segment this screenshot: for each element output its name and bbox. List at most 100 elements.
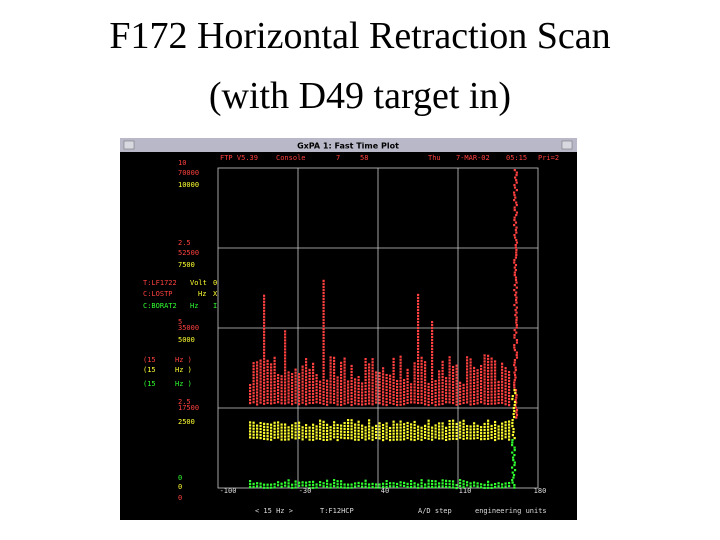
trace-point bbox=[315, 374, 318, 377]
trace-point bbox=[389, 485, 392, 488]
trace-point bbox=[494, 432, 497, 436]
trace-point bbox=[291, 433, 294, 436]
trace-point bbox=[252, 430, 255, 433]
trace-point bbox=[322, 324, 325, 327]
trace-point bbox=[354, 482, 357, 485]
trace-point bbox=[487, 381, 490, 384]
trace-point bbox=[438, 391, 441, 394]
trace-point bbox=[252, 392, 255, 395]
trace-point bbox=[364, 370, 367, 373]
trace-point bbox=[350, 437, 353, 440]
trace-point bbox=[441, 390, 444, 393]
trace-point bbox=[385, 425, 388, 428]
trace-point bbox=[357, 382, 360, 385]
trace-point bbox=[252, 482, 255, 485]
trace-point bbox=[513, 224, 516, 227]
trace-point bbox=[371, 435, 374, 438]
trace-point bbox=[322, 330, 325, 333]
trace-point bbox=[438, 370, 441, 373]
trace-point bbox=[329, 435, 332, 438]
trace-point bbox=[448, 398, 451, 401]
trace-point bbox=[263, 360, 266, 363]
trace-point bbox=[431, 332, 434, 336]
trace-point bbox=[445, 398, 448, 401]
trace-point bbox=[490, 357, 493, 360]
trace-point bbox=[515, 339, 519, 342]
trace-point bbox=[513, 329, 516, 332]
trace-point bbox=[466, 362, 469, 365]
trace-point bbox=[392, 435, 395, 438]
y-label: 35000 bbox=[178, 324, 199, 332]
trace-point bbox=[315, 437, 318, 440]
trace-point bbox=[424, 376, 427, 379]
trace-point bbox=[494, 375, 497, 378]
trace-point bbox=[336, 486, 339, 489]
window-menu-button[interactable] bbox=[123, 140, 135, 150]
trace-point bbox=[371, 370, 374, 373]
trace-point bbox=[354, 438, 357, 441]
trace-point bbox=[326, 403, 329, 406]
trace-point bbox=[455, 364, 458, 367]
trace-point bbox=[476, 381, 479, 384]
trace-point bbox=[455, 400, 458, 403]
trace-point bbox=[308, 392, 311, 396]
trace-point bbox=[399, 391, 402, 394]
trace-point bbox=[392, 363, 395, 367]
trace-point bbox=[424, 364, 427, 367]
trace-point bbox=[462, 486, 465, 489]
trace-point bbox=[438, 422, 441, 425]
trace-point bbox=[364, 394, 367, 397]
trace-point bbox=[445, 479, 448, 482]
trace-point bbox=[343, 375, 346, 378]
trace-point bbox=[513, 384, 516, 387]
trace-point bbox=[490, 427, 493, 431]
trace-point bbox=[427, 403, 430, 407]
trace-point bbox=[494, 363, 497, 366]
trace-point bbox=[301, 438, 304, 441]
trace-point bbox=[340, 379, 343, 382]
trace-point bbox=[483, 366, 486, 369]
trace-point bbox=[256, 403, 259, 406]
trace-point bbox=[291, 379, 294, 382]
trace-point bbox=[483, 357, 486, 360]
trace-point bbox=[287, 482, 290, 485]
trace-point bbox=[469, 403, 472, 406]
trace-point bbox=[294, 392, 297, 395]
trace-point bbox=[455, 370, 458, 373]
trace-point bbox=[455, 394, 458, 397]
trace-point bbox=[371, 382, 374, 385]
footer-text: A/D step bbox=[418, 507, 452, 515]
trace-point bbox=[368, 387, 371, 390]
trace-point bbox=[350, 364, 353, 368]
trace-point bbox=[294, 428, 297, 431]
trace-point bbox=[249, 486, 252, 489]
window-close-button[interactable] bbox=[561, 140, 573, 150]
trace-point bbox=[329, 432, 332, 435]
trace-point bbox=[508, 394, 511, 398]
trace-point bbox=[284, 393, 287, 396]
trace-point bbox=[487, 384, 490, 387]
trace-point bbox=[308, 435, 311, 438]
trace-point bbox=[263, 390, 266, 393]
trace-point bbox=[273, 424, 276, 427]
trace-point bbox=[424, 397, 427, 400]
trace-point bbox=[513, 274, 516, 277]
trace-point bbox=[385, 394, 388, 398]
trace-point bbox=[504, 400, 507, 403]
trace-point bbox=[406, 371, 409, 374]
trace-point bbox=[515, 321, 518, 324]
trace-point bbox=[287, 398, 290, 401]
trace-point bbox=[364, 482, 367, 485]
trace-point bbox=[263, 486, 266, 489]
trace-point bbox=[441, 363, 444, 366]
trace-point bbox=[350, 391, 353, 395]
trace-point bbox=[490, 360, 493, 363]
trace-point bbox=[515, 416, 518, 419]
trace-point bbox=[441, 369, 444, 372]
trace-point bbox=[333, 436, 336, 439]
trace-point bbox=[319, 431, 322, 434]
trace-point bbox=[259, 368, 262, 371]
trace-point bbox=[515, 281, 518, 284]
trace-point bbox=[508, 429, 511, 432]
trace-point bbox=[487, 363, 490, 366]
